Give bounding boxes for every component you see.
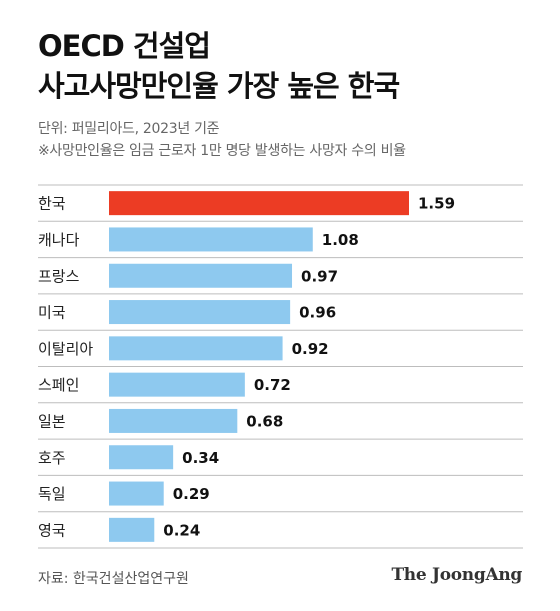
bar <box>109 264 292 288</box>
category-label: 영국 <box>38 521 66 539</box>
category-label: 스페인 <box>38 376 79 394</box>
value-label: 0.96 <box>299 304 336 322</box>
bar <box>109 482 164 506</box>
bar <box>109 409 237 433</box>
source-note: 자료: 한국건설산업연구원 <box>38 568 189 588</box>
bar <box>109 373 245 397</box>
bar <box>109 445 173 469</box>
category-label: 독일 <box>38 485 66 503</box>
category-label: 일본 <box>38 412 66 430</box>
category-label: 한국 <box>38 195 66 213</box>
value-label: 0.29 <box>173 485 210 503</box>
value-label: 0.68 <box>246 412 283 430</box>
value-label: 0.72 <box>254 376 291 394</box>
bar <box>109 191 409 215</box>
bar <box>109 336 283 360</box>
category-label: 호주 <box>38 449 66 467</box>
value-label: 1.08 <box>322 231 359 249</box>
category-label: 프랑스 <box>38 267 80 285</box>
bar <box>109 227 313 251</box>
value-label: 0.34 <box>182 449 219 467</box>
bar <box>109 518 154 542</box>
category-label: 미국 <box>38 304 66 322</box>
value-label: 0.92 <box>292 340 329 358</box>
category-label: 캐나다 <box>38 231 80 249</box>
publisher-logo: The JoongAng <box>391 565 522 585</box>
value-label: 1.59 <box>418 195 455 213</box>
bar <box>109 300 290 324</box>
value-label: 0.97 <box>301 267 338 285</box>
value-label: 0.24 <box>163 521 200 539</box>
category-label: 이탈리아 <box>38 340 93 358</box>
